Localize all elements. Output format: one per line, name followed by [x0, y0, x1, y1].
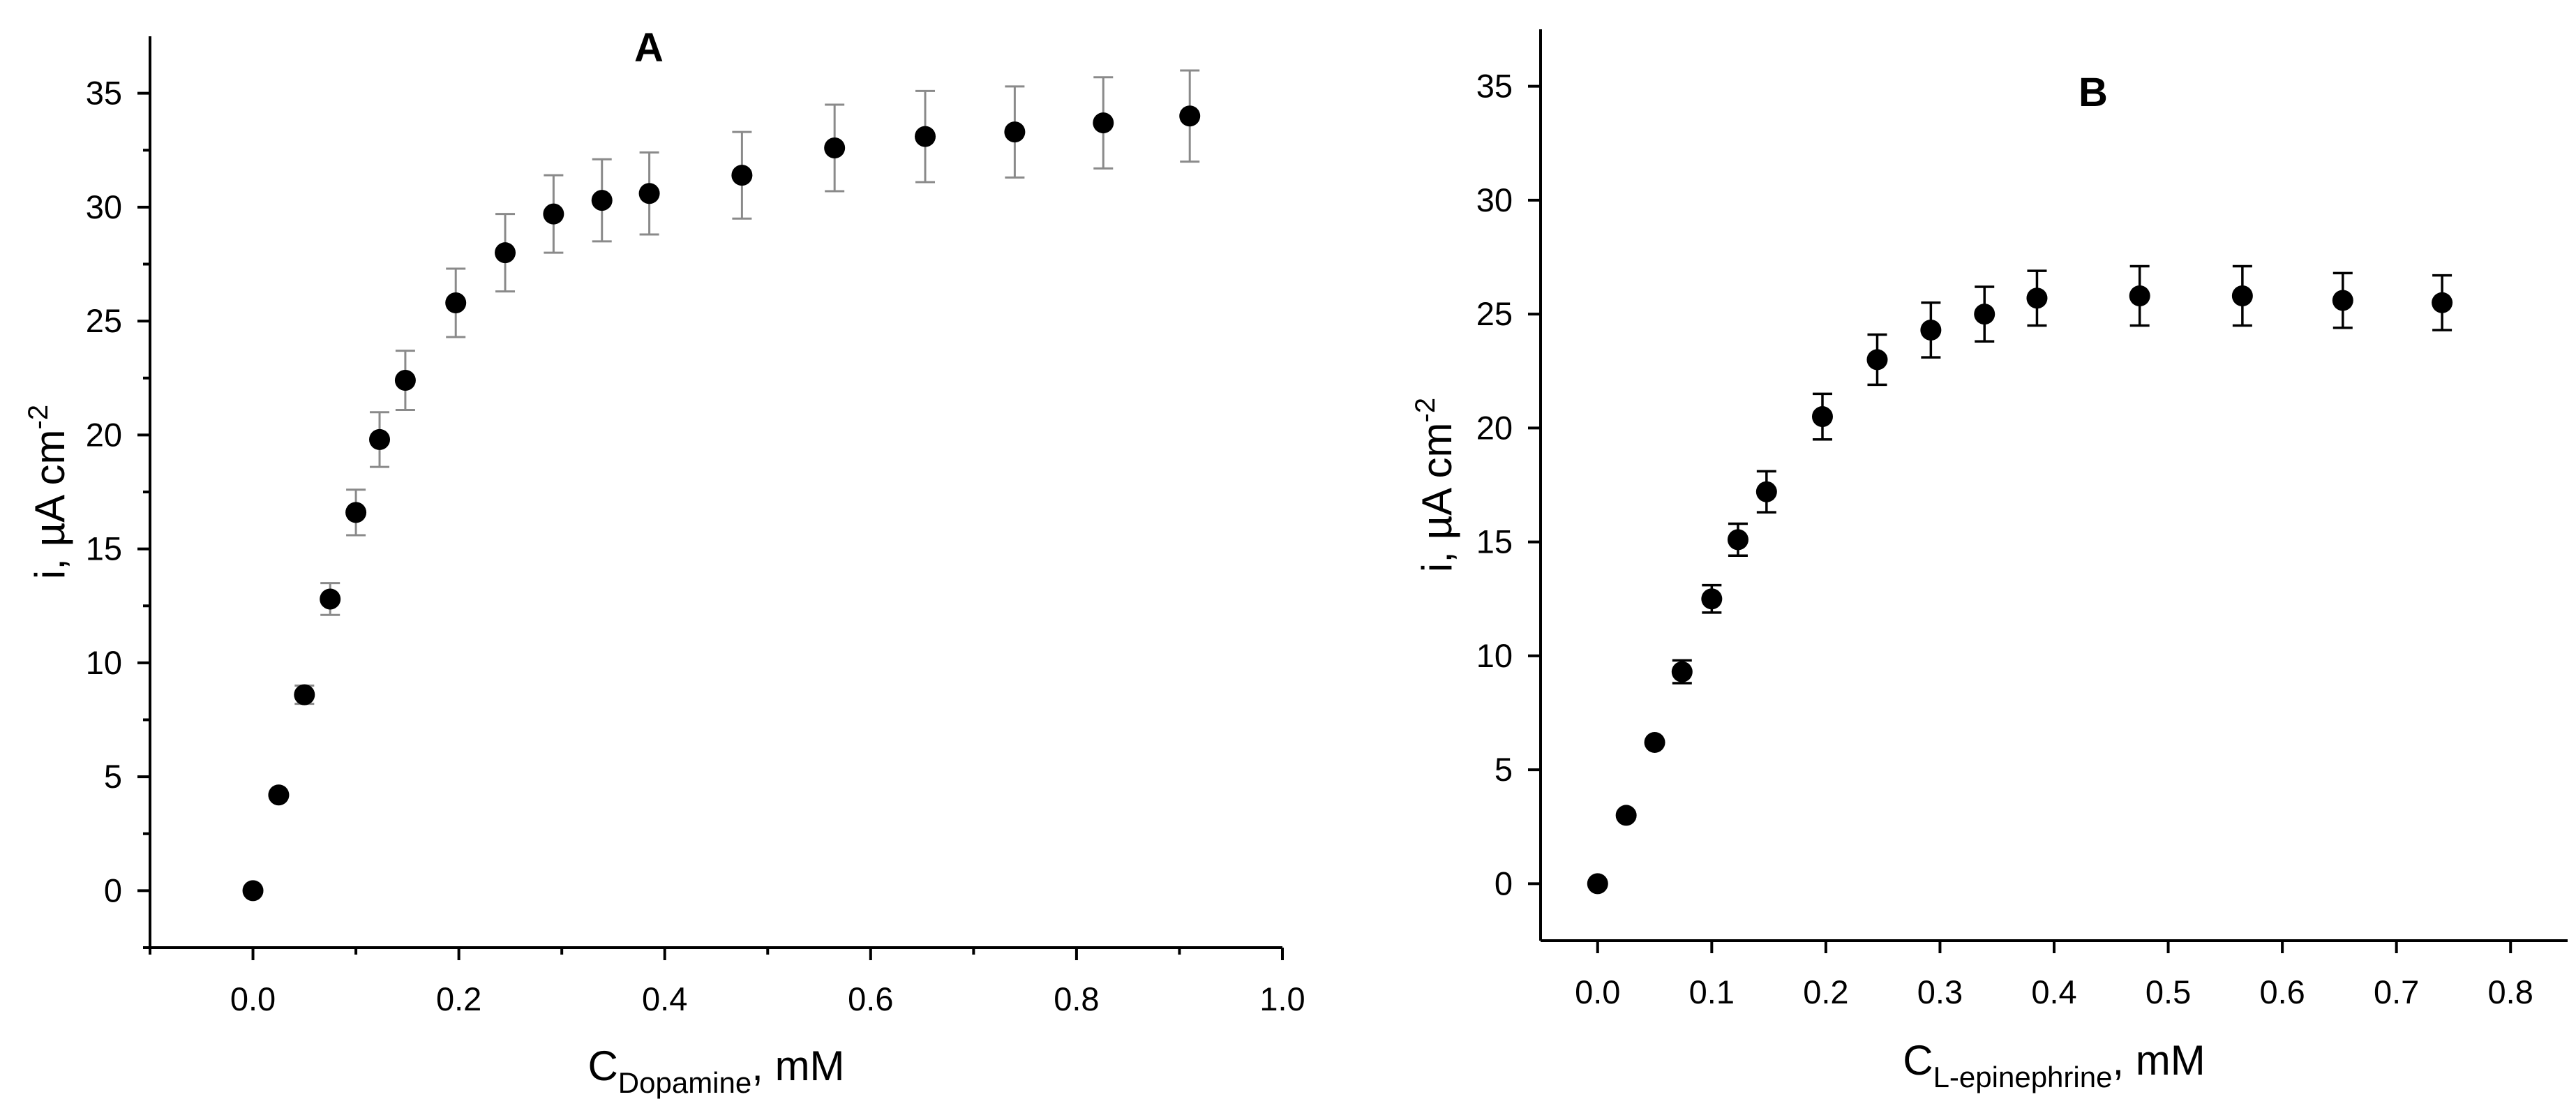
x-tick-label: 1.0: [1259, 980, 1305, 1017]
y-tick-label: 5: [1495, 751, 1513, 788]
y-tick-label: 15: [86, 530, 122, 567]
data-point: [2129, 285, 2150, 307]
x-tick-label: 0.5: [2146, 973, 2191, 1010]
x-axis-title-unit: , mM: [2112, 1037, 2205, 1084]
y-axis-title: i, µA cm-2: [1410, 398, 1460, 572]
data-point: [495, 242, 516, 264]
x-tick-label: 0.0: [1575, 973, 1620, 1010]
data-point: [1004, 121, 1026, 143]
x-axis-title-main: C: [1903, 1037, 1933, 1084]
y-axis-title-superscript: -2: [23, 405, 54, 430]
data-point: [731, 165, 753, 186]
data-point: [242, 880, 264, 902]
y-tick-label: 30: [86, 188, 122, 225]
chart-title: A: [634, 25, 664, 70]
y-tick-label: 15: [1476, 523, 1513, 560]
y-axis-title-main: i, µA cm: [1414, 422, 1460, 572]
data-point: [1811, 406, 1833, 428]
y-tick-label: 10: [86, 644, 122, 681]
data-point: [543, 203, 564, 225]
y-axis-title-main: i, µA cm: [27, 429, 73, 579]
x-axis-title: CL-epinephrine, mM: [1903, 1037, 2206, 1093]
x-tick-label: 0.2: [1803, 973, 1848, 1010]
chart-title: B: [2079, 70, 2108, 115]
x-tick-label: 0.6: [848, 980, 893, 1017]
data-point: [320, 588, 341, 610]
y-tick-label: 0: [104, 872, 122, 909]
x-axis-title-unit: , mM: [751, 1043, 844, 1089]
x-tick-label: 0.1: [1689, 973, 1735, 1010]
y-tick-label: 30: [1476, 181, 1513, 218]
data-point: [1974, 304, 1995, 325]
x-axis-title-subscript: Dopamine: [618, 1066, 751, 1099]
data-point: [2432, 292, 2453, 313]
data-point: [1644, 731, 1665, 753]
data-point: [268, 784, 290, 806]
data-point: [1727, 529, 1748, 551]
data-point: [1701, 588, 1723, 610]
data-point: [345, 502, 367, 523]
y-tick-label: 10: [1476, 637, 1513, 674]
x-tick-label: 0.6: [2259, 973, 2305, 1010]
y-tick-label: 0: [1495, 865, 1513, 902]
data-point: [2026, 287, 2048, 309]
data-point: [1093, 112, 1114, 134]
data-point: [394, 370, 416, 391]
data-point: [369, 428, 391, 450]
data-point: [915, 126, 936, 147]
x-tick-label: 0.8: [1054, 980, 1099, 1017]
y-axis-title: i, µA cm-2: [23, 405, 73, 579]
data-point: [1920, 319, 1942, 341]
data-point: [1755, 481, 1777, 502]
y-tick-label: 35: [86, 75, 122, 112]
x-axis-title: CDopamine, mM: [587, 1043, 844, 1099]
y-tick-label: 25: [1476, 295, 1513, 332]
data-point: [2332, 290, 2353, 311]
y-tick-label: 25: [86, 302, 122, 339]
chart-b: 0 5 10 15 20 25 30 35 0.0 0.1 0.2 0.3 0.4 0.5 0.6 0.7 0.…: [1410, 29, 2568, 1093]
x-tick-label: 0.7: [2374, 973, 2419, 1010]
data-point: [1615, 805, 1637, 826]
data-point: [1179, 105, 1201, 127]
x-axis-title-subscript: L-epinephrine: [1933, 1061, 2113, 1093]
x-tick-label: 0.2: [436, 980, 481, 1017]
x-axis-title-main: C: [587, 1043, 617, 1089]
x-tick-label: 0.4: [2031, 973, 2076, 1010]
x-tick-label: 0.4: [642, 980, 687, 1017]
x-tick-label: 0.3: [1917, 973, 1963, 1010]
y-tick-label: 5: [104, 758, 122, 795]
y-axis-title-superscript: -2: [1410, 398, 1441, 423]
data-point: [638, 183, 660, 204]
data-point: [824, 137, 846, 158]
chart-a: 0 5 10 15 20 25 30 35 0.0 0.2 0.4 0.6 0.8 1.0 A CDopami…: [23, 25, 1305, 1099]
data-point: [294, 684, 315, 705]
data-point: [2231, 285, 2253, 307]
data-point: [1587, 873, 1608, 895]
x-tick-label: 0.0: [230, 980, 276, 1017]
x-tick-label: 0.8: [2488, 973, 2533, 1010]
y-tick-label: 20: [1476, 409, 1513, 446]
y-tick-label: 35: [1476, 68, 1513, 105]
y-tick-label: 20: [86, 416, 122, 453]
data-point: [1866, 349, 1888, 371]
data-point: [1671, 661, 1693, 682]
data-point: [445, 292, 467, 314]
data-point: [591, 190, 613, 211]
